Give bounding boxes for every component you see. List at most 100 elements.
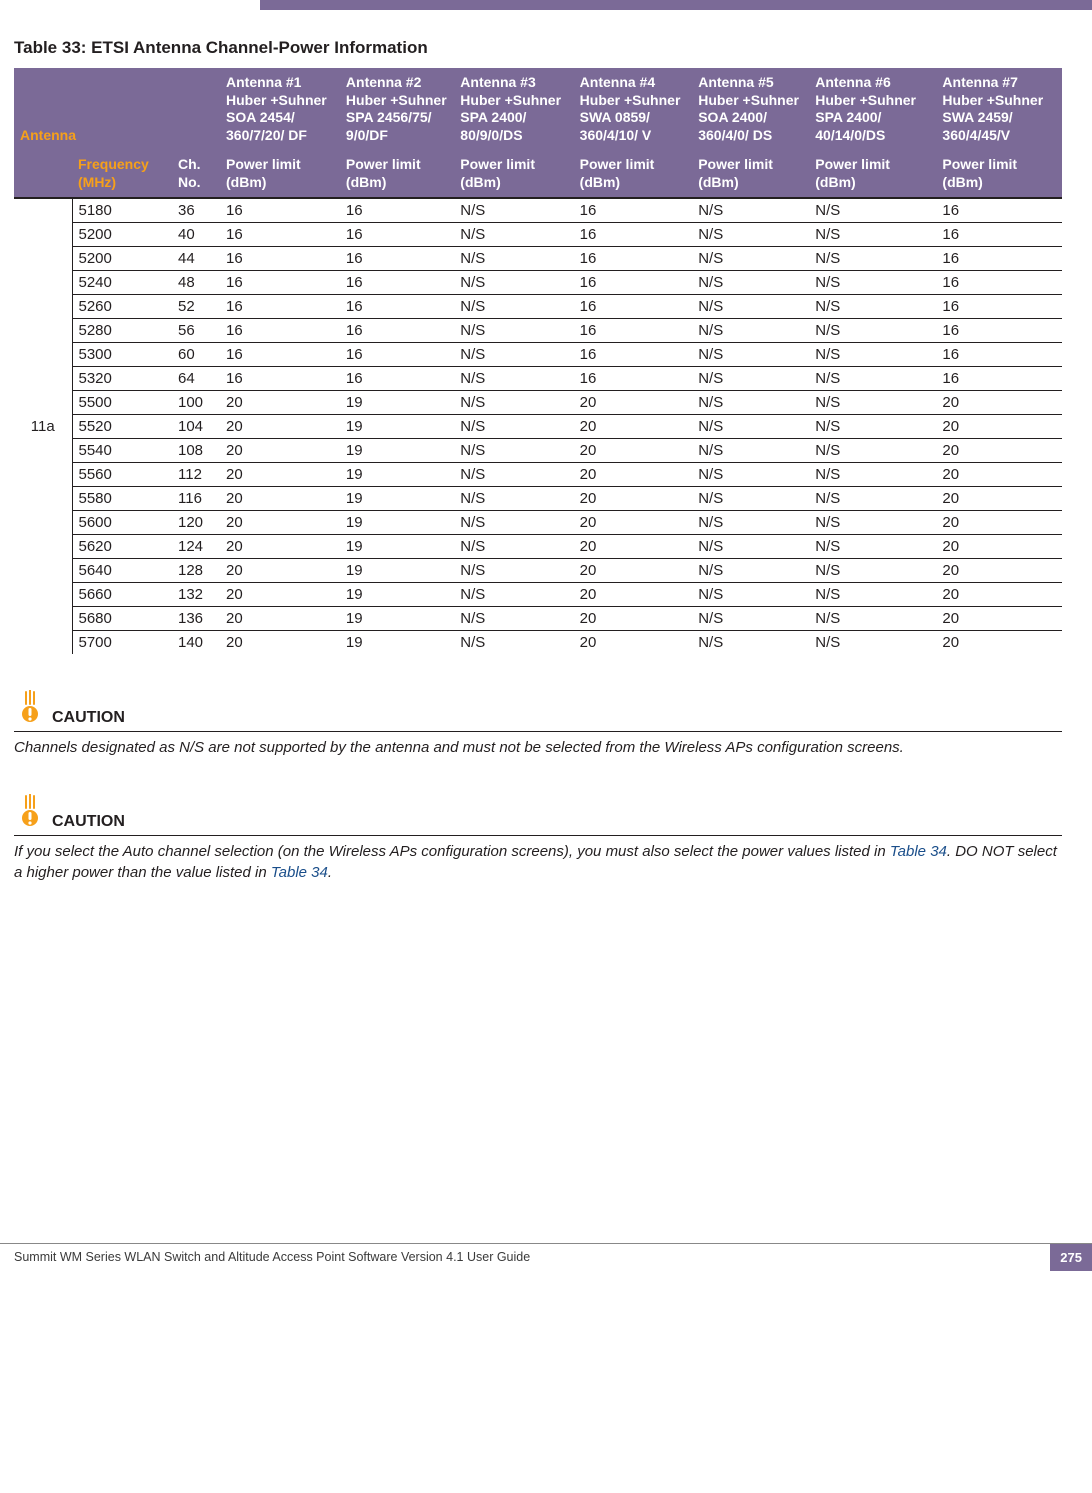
cell-a4: 20 bbox=[574, 487, 693, 511]
cell-a3: N/S bbox=[454, 607, 573, 631]
cell-a7: 20 bbox=[936, 487, 1062, 511]
cell-a2: 16 bbox=[340, 343, 454, 367]
table-row: 5320641616N/S16N/SN/S16 bbox=[14, 367, 1062, 391]
cell-ch: 100 bbox=[172, 391, 220, 415]
cell-a6: N/S bbox=[809, 391, 936, 415]
hdr-freq: Frequency (MHz) bbox=[72, 150, 172, 198]
caution-text-2: If you select the Auto channel selection… bbox=[14, 842, 1062, 883]
hdr-antenna: Antenna bbox=[14, 68, 220, 150]
cell-a7: 16 bbox=[936, 223, 1062, 247]
cell-a4: 16 bbox=[574, 319, 693, 343]
cell-a5: N/S bbox=[692, 295, 809, 319]
cell-a7: 20 bbox=[936, 463, 1062, 487]
hdr-blank bbox=[14, 150, 72, 198]
cell-a6: N/S bbox=[809, 223, 936, 247]
cell-a2: 19 bbox=[340, 607, 454, 631]
cell-ch: 48 bbox=[172, 271, 220, 295]
cell-a6: N/S bbox=[809, 415, 936, 439]
table-row: 5200401616N/S16N/SN/S16 bbox=[14, 223, 1062, 247]
cell-a3: N/S bbox=[454, 559, 573, 583]
hdr-a2: Antenna #2 Huber +Suhner SPA 2456/75/ 9/… bbox=[340, 68, 454, 150]
cell-a2: 16 bbox=[340, 367, 454, 391]
cell-a1: 16 bbox=[220, 198, 340, 223]
cell-a5: N/S bbox=[692, 319, 809, 343]
table-row: 5240481616N/S16N/SN/S16 bbox=[14, 271, 1062, 295]
cell-a3: N/S bbox=[454, 343, 573, 367]
cell-a6: N/S bbox=[809, 439, 936, 463]
cell-a5: N/S bbox=[692, 463, 809, 487]
cell-a7: 20 bbox=[936, 511, 1062, 535]
cell-a3: N/S bbox=[454, 463, 573, 487]
cell-a1: 20 bbox=[220, 559, 340, 583]
cell-freq: 5640 bbox=[72, 559, 172, 583]
cell-ch: 120 bbox=[172, 511, 220, 535]
cell-a1: 16 bbox=[220, 295, 340, 319]
cell-a2: 19 bbox=[340, 583, 454, 607]
cell-a4: 16 bbox=[574, 247, 693, 271]
cell-a4: 20 bbox=[574, 607, 693, 631]
c2-after: . bbox=[328, 864, 332, 881]
caution-label-1: CAUTION bbox=[52, 709, 125, 729]
cell-a1: 16 bbox=[220, 367, 340, 391]
cell-a4: 20 bbox=[574, 463, 693, 487]
cell-ch: 36 bbox=[172, 198, 220, 223]
cell-a6: N/S bbox=[809, 511, 936, 535]
cell-a3: N/S bbox=[454, 367, 573, 391]
cell-a4: 20 bbox=[574, 415, 693, 439]
cell-ch: 44 bbox=[172, 247, 220, 271]
cell-a2: 19 bbox=[340, 463, 454, 487]
cell-a2: 19 bbox=[340, 559, 454, 583]
cell-a7: 16 bbox=[936, 367, 1062, 391]
cell-a6: N/S bbox=[809, 295, 936, 319]
cell-a2: 16 bbox=[340, 295, 454, 319]
page-content: Table 33: ETSI Antenna Channel-Power Inf… bbox=[0, 10, 1092, 883]
cell-a1: 20 bbox=[220, 535, 340, 559]
hdr-p5: Power limit (dBm) bbox=[692, 150, 809, 198]
cell-a3: N/S bbox=[454, 391, 573, 415]
cell-a6: N/S bbox=[809, 487, 936, 511]
hdr-a7: Antenna #7 Huber +Suhner SWA 2459/ 360/4… bbox=[936, 68, 1062, 150]
cell-ch: 40 bbox=[172, 223, 220, 247]
cell-a7: 20 bbox=[936, 439, 1062, 463]
cell-a6: N/S bbox=[809, 247, 936, 271]
cell-a5: N/S bbox=[692, 247, 809, 271]
cell-a1: 16 bbox=[220, 319, 340, 343]
table-row: 57001402019N/S20N/SN/S20 bbox=[14, 631, 1062, 655]
cell-a4: 20 bbox=[574, 631, 693, 655]
cell-a3: N/S bbox=[454, 415, 573, 439]
cell-a7: 16 bbox=[936, 343, 1062, 367]
cell-a1: 20 bbox=[220, 463, 340, 487]
cell-freq: 5240 bbox=[72, 271, 172, 295]
cell-a7: 16 bbox=[936, 319, 1062, 343]
cell-a7: 16 bbox=[936, 271, 1062, 295]
cell-a2: 16 bbox=[340, 319, 454, 343]
cell-freq: 5260 bbox=[72, 295, 172, 319]
link-table-34-a[interactable]: Table 34 bbox=[890, 843, 947, 860]
cell-a6: N/S bbox=[809, 463, 936, 487]
cell-a6: N/S bbox=[809, 198, 936, 223]
cell-a5: N/S bbox=[692, 487, 809, 511]
cell-a5: N/S bbox=[692, 607, 809, 631]
cell-ch: 124 bbox=[172, 535, 220, 559]
cell-a4: 20 bbox=[574, 535, 693, 559]
link-table-34-b[interactable]: Table 34 bbox=[271, 864, 328, 881]
caution-block-1: CAUTION Channels designated as N/S are n… bbox=[14, 690, 1062, 758]
cell-freq: 5200 bbox=[72, 223, 172, 247]
hdr-ch: Ch. No. bbox=[172, 150, 220, 198]
cell-freq: 5600 bbox=[72, 511, 172, 535]
cell-freq: 5560 bbox=[72, 463, 172, 487]
hdr-a3: Antenna #3 Huber +Suhner SPA 2400/ 80/9/… bbox=[454, 68, 573, 150]
cell-a5: N/S bbox=[692, 439, 809, 463]
cell-a5: N/S bbox=[692, 415, 809, 439]
cell-a1: 20 bbox=[220, 391, 340, 415]
cell-a3: N/S bbox=[454, 535, 573, 559]
cell-freq: 5680 bbox=[72, 607, 172, 631]
cell-a2: 19 bbox=[340, 415, 454, 439]
cell-a5: N/S bbox=[692, 271, 809, 295]
cell-a2: 16 bbox=[340, 198, 454, 223]
table-row: 56401282019N/S20N/SN/S20 bbox=[14, 559, 1062, 583]
cell-ch: 52 bbox=[172, 295, 220, 319]
cell-freq: 5540 bbox=[72, 439, 172, 463]
cell-freq: 5180 bbox=[72, 198, 172, 223]
table-row: 5200441616N/S16N/SN/S16 bbox=[14, 247, 1062, 271]
